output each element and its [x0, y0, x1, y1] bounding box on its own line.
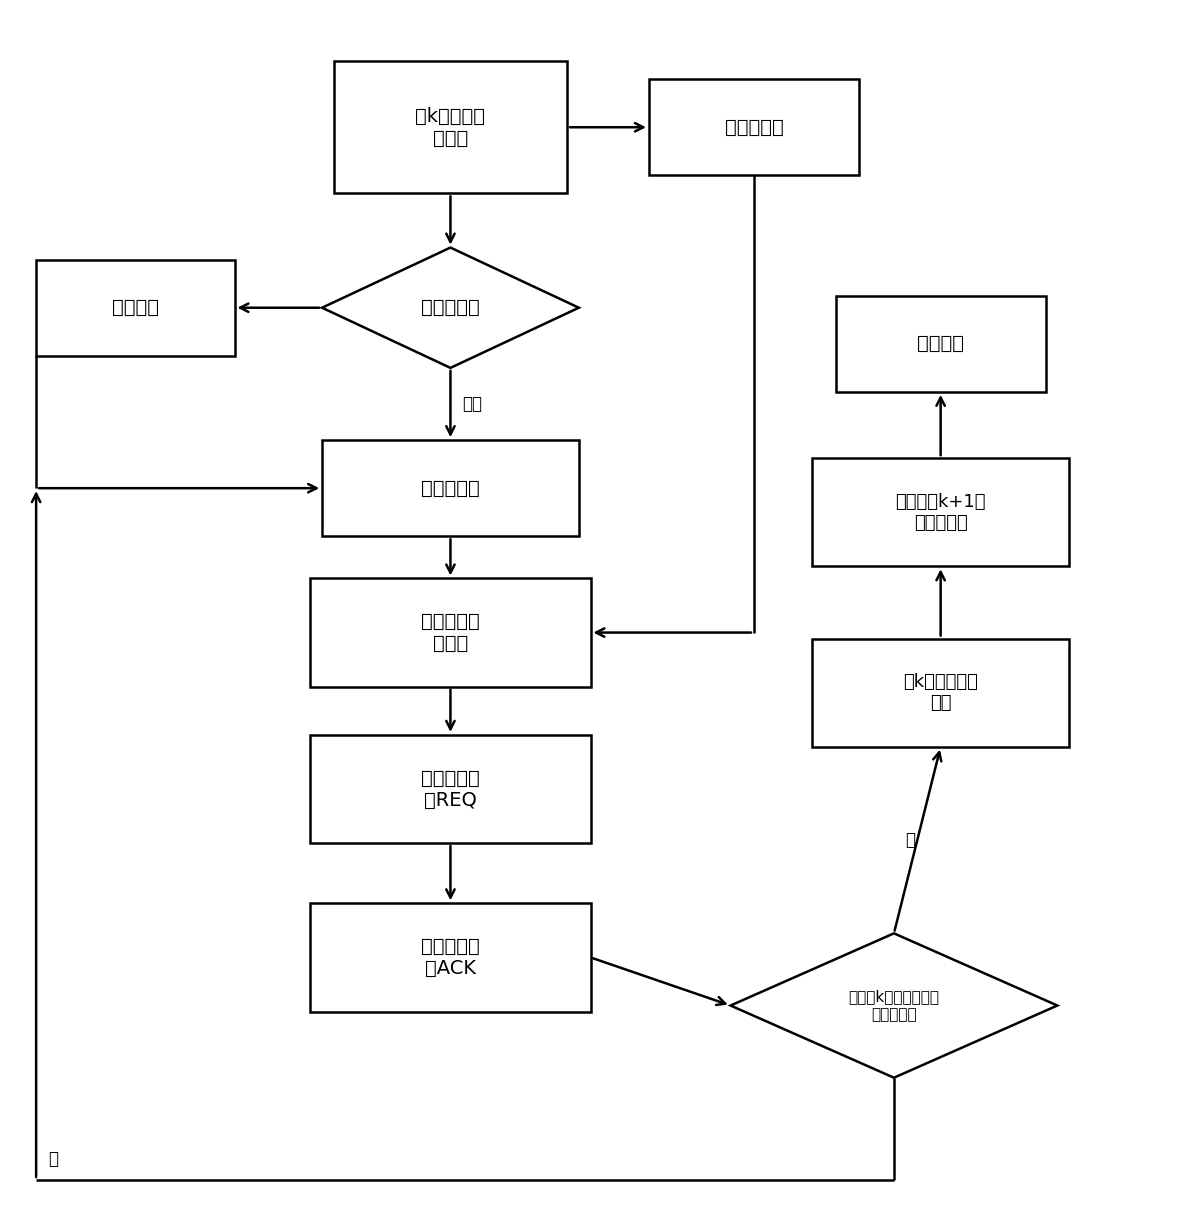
Text: 选中: 选中	[462, 396, 482, 413]
Bar	[836, 296, 1045, 392]
Bar	[322, 441, 579, 537]
Bar	[813, 639, 1069, 747]
Bar	[311, 903, 590, 1011]
Text: 行地址编码: 行地址编码	[724, 118, 783, 136]
Text: 列地址编码: 列地址编码	[422, 478, 479, 498]
Text: 判断第k行事件是否全
部对外传输: 判断第k行事件是否全 部对外传输	[848, 989, 939, 1022]
Text: 等待选中: 等待选中	[112, 298, 158, 318]
Bar	[813, 458, 1069, 566]
Text: 第k行行选信号
消失: 第k行行选信号 消失	[903, 673, 978, 712]
Text: 进行列仲裁: 进行列仲裁	[422, 298, 479, 318]
Bar	[37, 259, 235, 355]
Text: 整理行列地
址信号: 整理行列地 址信号	[422, 612, 479, 654]
Text: 接受确认信
号ACK: 接受确认信 号ACK	[422, 937, 479, 978]
Text: 是: 是	[906, 831, 915, 849]
Text: 产生第（k+1）
行行选信号: 产生第（k+1） 行行选信号	[895, 493, 986, 532]
Text: 否: 否	[47, 1150, 58, 1168]
Text: 第k行行选信
号产生: 第k行行选信 号产生	[416, 107, 485, 147]
Polygon shape	[322, 247, 579, 368]
Polygon shape	[731, 933, 1057, 1078]
Text: 发出请求信
号REQ: 发出请求信 号REQ	[422, 768, 479, 809]
Bar	[311, 735, 590, 843]
Bar	[648, 79, 859, 175]
Bar	[334, 61, 567, 194]
Text: 循环工作: 循环工作	[918, 335, 964, 353]
Bar	[311, 578, 590, 686]
